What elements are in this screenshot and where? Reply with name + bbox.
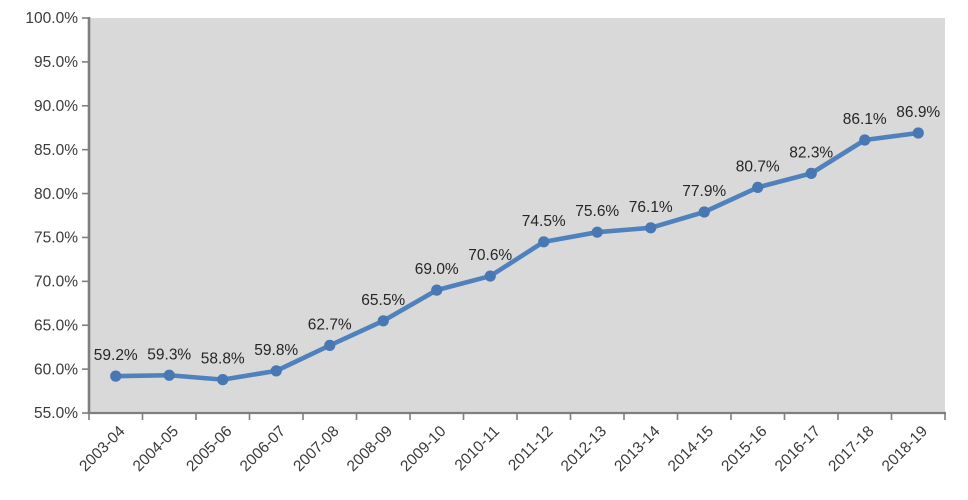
data-label: 76.1% (629, 199, 673, 216)
x-tick-label: 2017-18 (825, 423, 877, 475)
x-tick-label: 2006-07 (237, 423, 289, 475)
x-tick-label: 2015-16 (718, 423, 770, 475)
data-point (591, 226, 603, 238)
series-line (113, 130, 921, 382)
data-label: 65.5% (361, 292, 405, 309)
y-tick-label: 85.0% (34, 142, 78, 159)
x-axis: 2003-04 2004-05 2005-06 2006-07 2007-08 2008-… (76, 413, 946, 476)
x-tick-label: 2013-14 (611, 423, 664, 476)
data-label: 62.7% (308, 316, 352, 333)
data-label: 77.9% (682, 183, 726, 200)
data-point (752, 181, 764, 194)
x-tick-label: 2016-17 (772, 423, 824, 475)
data-label: 80.7% (736, 158, 780, 175)
data-label: 86.1% (843, 111, 887, 128)
data-point (805, 167, 817, 179)
x-tick-label: 2008-09 (344, 423, 396, 475)
x-tick-label: 2007-08 (290, 423, 342, 475)
plot-area (89, 18, 945, 413)
data-label: 74.5% (522, 213, 566, 230)
x-tick-label: 2003-04 (76, 423, 129, 476)
data-label: 82.3% (789, 144, 833, 161)
y-tick-label: 75.0% (34, 230, 78, 247)
data-point (110, 370, 122, 382)
data-label: 75.6% (575, 203, 619, 220)
x-tick-label: 2010-11 (452, 423, 503, 474)
y-tick-label: 60.0% (34, 361, 78, 378)
data-point (377, 315, 389, 327)
y-tick-label: 100.0% (25, 10, 78, 27)
y-tick-label: 70.0% (34, 274, 78, 291)
data-point (431, 284, 443, 296)
x-tick-label: 2018-19 (879, 423, 931, 475)
x-tick-label: 2009-10 (397, 423, 450, 476)
data-label: 58.8% (201, 351, 245, 368)
x-tick-label: 2004-05 (130, 423, 182, 475)
data-point (484, 270, 496, 282)
data-label: 59.3% (147, 346, 191, 363)
y-tick-label: 65.0% (34, 317, 78, 334)
y-axis: 100.0% 95.0% 90.0% 85.0% 80.0% 75.0% 70.0% 65.0… (25, 10, 89, 422)
data-point (270, 365, 282, 377)
x-tick-label: 2011-12 (505, 423, 556, 474)
data-label: 69.0% (415, 261, 459, 278)
y-tick-label: 55.0% (34, 405, 78, 422)
data-label: 70.6% (468, 247, 512, 264)
x-tick-label: 2014-15 (665, 423, 717, 475)
y-tick-label: 90.0% (34, 98, 78, 115)
data-label: 59.8% (254, 342, 298, 359)
data-point (645, 222, 657, 234)
data-point (859, 134, 871, 146)
data-point (217, 374, 229, 386)
data-point (912, 127, 924, 139)
data-label: 86.9% (896, 104, 940, 121)
data-series: 59.2% 59.3% 58.8% 59.8% 62.7% 65.5% 69.0% 70.6%… (94, 104, 940, 386)
data-point (538, 236, 550, 248)
x-tick-label: 2012-13 (558, 423, 610, 475)
data-point (324, 339, 336, 352)
data-label: 59.2% (94, 347, 138, 364)
data-point (163, 369, 175, 381)
y-tick-label: 80.0% (34, 186, 78, 203)
y-tick-label: 95.0% (34, 54, 78, 71)
x-tick-label: 2005-06 (183, 423, 235, 475)
data-point (698, 206, 710, 218)
